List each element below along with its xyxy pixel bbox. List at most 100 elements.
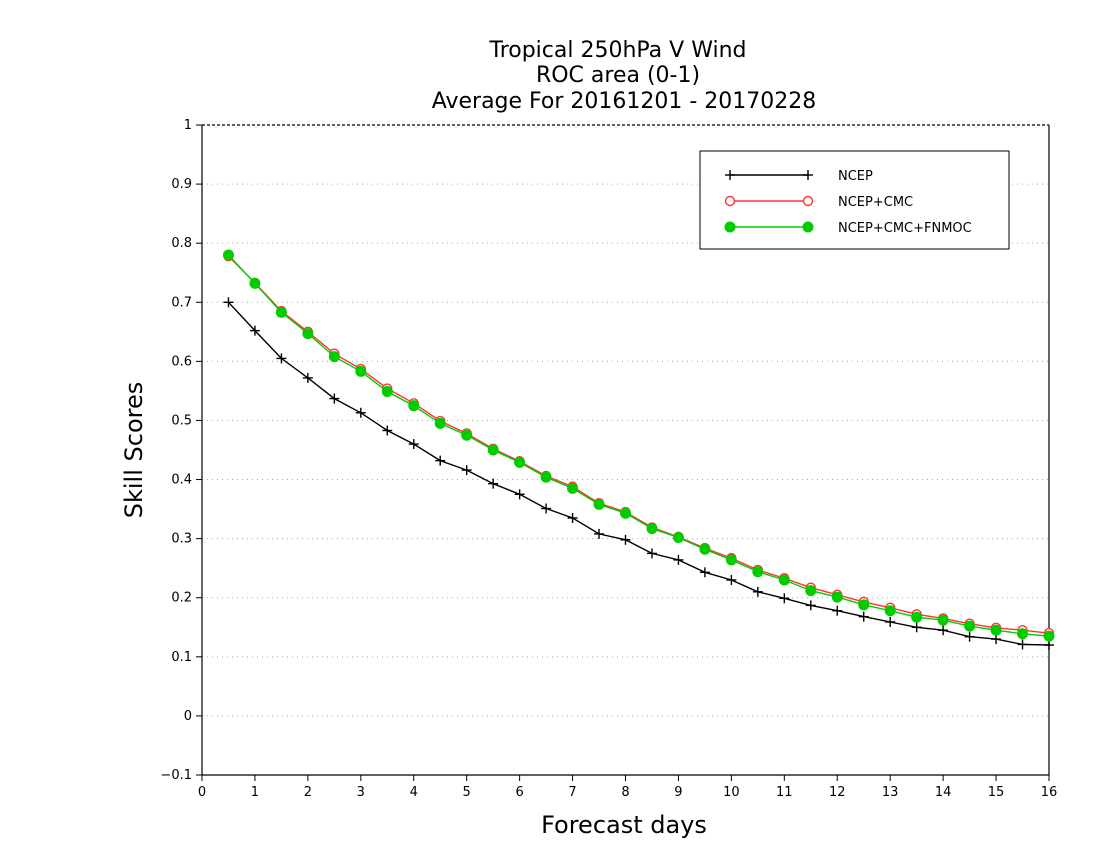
- legend-item-ncep-cmc-fnmoc: NCEP+CMC+FNMOC: [724, 221, 972, 236]
- data-point-ncep-cmc-fnmoc: [805, 585, 817, 597]
- data-point-ncep: [620, 534, 631, 545]
- y-tick-label: −0.1: [160, 768, 192, 783]
- x-tick-label: 4: [410, 785, 418, 800]
- x-tick-label: 5: [463, 785, 471, 800]
- data-point-ncep-cmc-fnmoc: [778, 574, 790, 586]
- chart-title-line-1: Tropical 250hPa V Wind: [488, 38, 746, 63]
- y-tick-label: 0.4: [171, 473, 192, 488]
- data-point-ncep-cmc-fnmoc: [222, 249, 234, 261]
- data-point-ncep: [461, 465, 472, 476]
- y-tick-label: 0.5: [171, 413, 192, 428]
- data-point-ncep-cmc-fnmoc: [831, 591, 843, 603]
- data-point-ncep-cmc-fnmoc: [725, 554, 737, 566]
- data-point-ncep: [355, 407, 366, 418]
- data-point-ncep: [964, 631, 975, 642]
- x-tick-label: 11: [776, 785, 793, 800]
- legend-marker: [724, 221, 736, 233]
- data-point-ncep-cmc-fnmoc: [461, 429, 473, 441]
- data-point-ncep: [991, 634, 1002, 645]
- x-tick-label: 9: [674, 785, 682, 800]
- data-point-ncep-cmc-fnmoc: [434, 417, 446, 429]
- data-point-ncep: [646, 548, 657, 559]
- chart-title-line-2: ROC area (0-1): [536, 63, 700, 88]
- y-tick-label: 0.9: [171, 177, 192, 192]
- y-tick-label: 0.1: [171, 650, 192, 665]
- data-point-ncep: [911, 622, 922, 633]
- data-point-ncep: [752, 586, 763, 597]
- x-tick-label: 12: [829, 785, 846, 800]
- legend: NCEP NCEP+CMC NCEP+CMC+FNMOC: [699, 150, 1010, 250]
- data-point-ncep: [249, 325, 260, 336]
- series-ncep: [223, 297, 1054, 650]
- x-tick-label: 14: [935, 785, 952, 800]
- data-point-ncep: [329, 393, 340, 404]
- data-point-ncep: [1017, 639, 1028, 650]
- data-point-ncep: [276, 353, 287, 364]
- data-point-ncep-cmc-fnmoc: [937, 614, 949, 626]
- data-point-ncep-cmc-fnmoc: [328, 351, 340, 363]
- data-point-ncep: [832, 605, 843, 616]
- legend-marker: [802, 221, 814, 233]
- data-point-ncep-cmc-fnmoc: [275, 306, 287, 318]
- data-point-ncep-cmc-fnmoc: [249, 277, 261, 289]
- series-ncep-cmc-fnmoc: [222, 249, 1055, 642]
- y-tick-label: 0.6: [171, 354, 192, 369]
- x-tick-label: 10: [723, 785, 740, 800]
- data-point-ncep-cmc-fnmoc: [672, 531, 684, 543]
- x-tick-label: 13: [882, 785, 899, 800]
- data-point-ncep: [408, 439, 419, 450]
- data-point-ncep-cmc-fnmoc: [911, 611, 923, 623]
- chart-title-line-3: Average For 20161201 - 20170228: [432, 89, 817, 114]
- y-axis-title: Skill Scores: [120, 382, 148, 519]
- x-tick-label: 6: [515, 785, 523, 800]
- series-line-ncep: [227, 301, 1050, 646]
- legend-marker: [802, 195, 814, 207]
- data-point-ncep: [1044, 640, 1054, 650]
- data-point-ncep: [673, 554, 684, 565]
- legend-item-ncep-cmc: NCEP+CMC: [724, 195, 913, 210]
- data-point-ncep: [382, 425, 393, 436]
- y-tick-label: 0.3: [171, 532, 192, 547]
- data-point-ncep: [726, 575, 737, 585]
- x-tick-label: 2: [304, 785, 312, 800]
- series-group: [222, 249, 1055, 650]
- legend-item-ncep: NCEP: [725, 169, 873, 184]
- data-point-ncep-cmc-fnmoc: [381, 386, 393, 397]
- data-point-ncep-cmc-fnmoc: [408, 400, 420, 412]
- legend-label: NCEP+CMC: [838, 195, 913, 210]
- data-point-ncep-cmc-fnmoc: [1043, 630, 1055, 642]
- data-point-ncep: [699, 567, 710, 578]
- legend-box: [699, 150, 1010, 250]
- data-point-ncep-cmc-fnmoc: [540, 471, 552, 483]
- data-point-ncep: [435, 455, 446, 466]
- data-point-ncep-cmc-fnmoc: [302, 328, 314, 340]
- y-tick-label: 0.7: [171, 295, 192, 310]
- data-point-ncep: [938, 625, 949, 636]
- data-point-ncep: [488, 478, 499, 489]
- data-point-ncep-cmc-fnmoc: [355, 365, 367, 377]
- x-tick-label: 16: [1041, 785, 1058, 800]
- series-ncep-cmc: [223, 250, 1055, 639]
- data-point-ncep-cmc-fnmoc: [593, 498, 605, 510]
- x-tick-label: 7: [568, 785, 576, 800]
- x-tick-label: 1: [251, 785, 259, 800]
- legend-marker: [725, 170, 735, 180]
- data-point-ncep: [223, 297, 234, 308]
- data-point-ncep-cmc-fnmoc: [858, 599, 870, 611]
- series-line-ncep-cmc: [228, 255, 1050, 634]
- grid-lines: [202, 183, 1049, 717]
- data-point-ncep-cmc-fnmoc: [964, 620, 976, 632]
- legend-label: NCEP: [838, 169, 873, 184]
- y-tick-label: 0.8: [171, 236, 192, 251]
- data-point-ncep-cmc-fnmoc: [990, 624, 1002, 636]
- data-point-ncep-cmc-fnmoc: [1017, 628, 1029, 640]
- data-point-ncep: [567, 512, 578, 523]
- data-point-ncep: [594, 528, 605, 539]
- data-point-ncep: [302, 372, 313, 383]
- data-point-ncep: [514, 489, 525, 500]
- x-tick-label: 3: [357, 785, 365, 800]
- axes: −0.100.10.20.30.40.50.60.70.80.910 1 2 3 4 5 6…: [160, 118, 1057, 800]
- data-point-ncep-cmc-fnmoc: [752, 566, 764, 578]
